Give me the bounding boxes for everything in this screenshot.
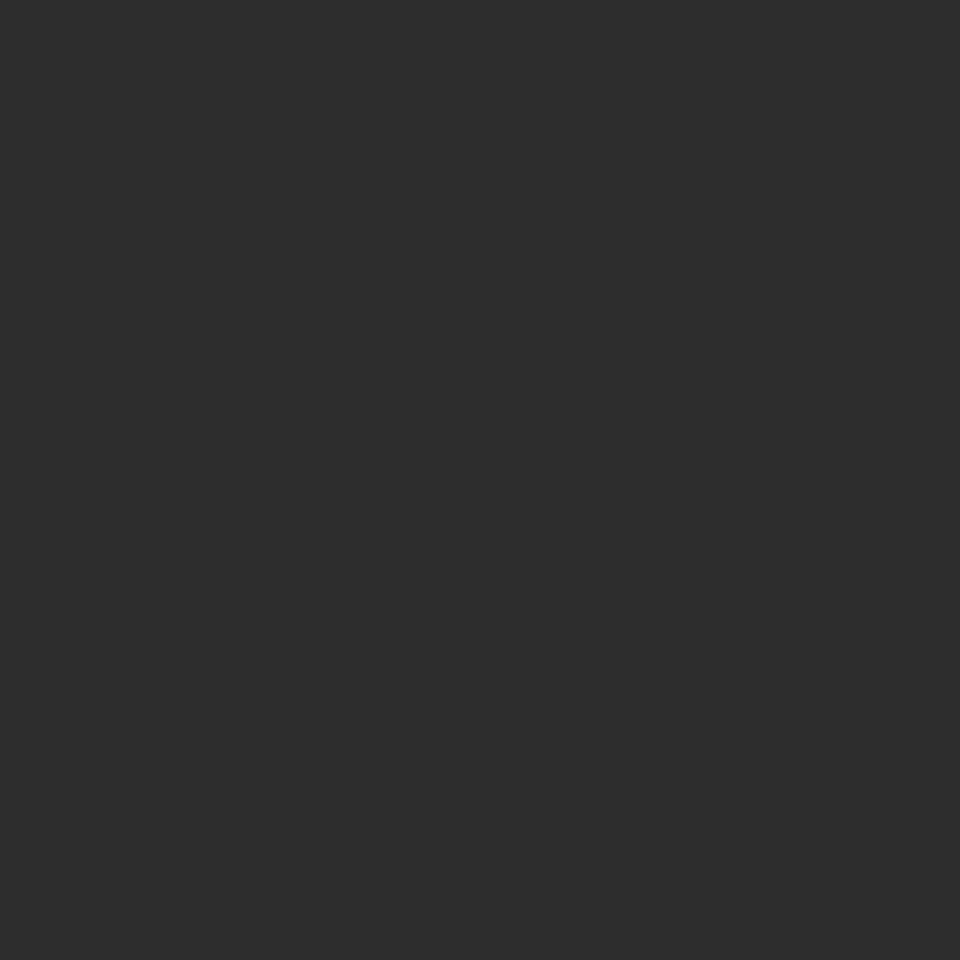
bar-swatch-120-icon (487, 899, 513, 925)
bar-swatch-85-icon (411, 899, 437, 925)
legend-bottom (0, 899, 960, 925)
